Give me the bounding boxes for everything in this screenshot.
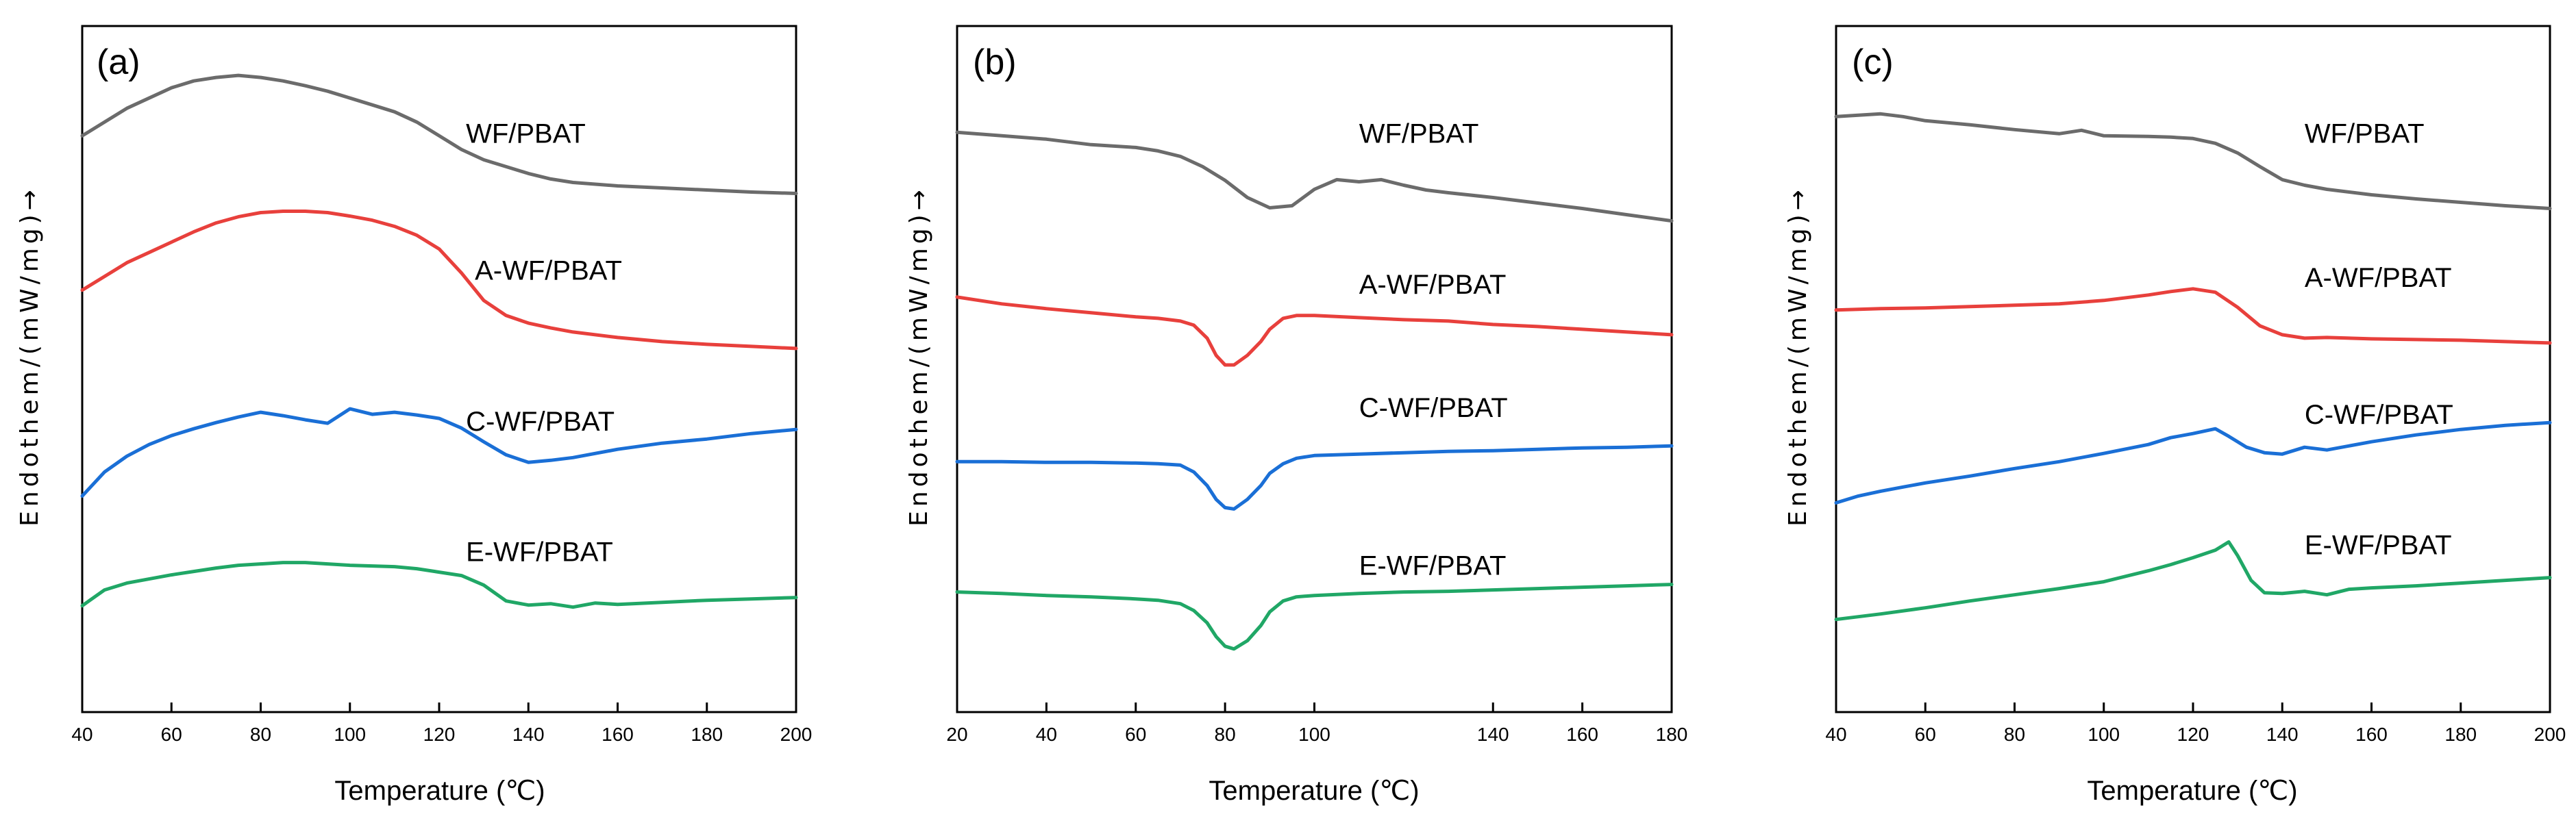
panel-b: (b) Temperature (℃) Endothem/(mW/mg)→ 20… xyxy=(905,25,1688,806)
panel-b-plot-frame xyxy=(956,25,1673,713)
panel-c-x-tick-label: 160 xyxy=(2355,724,2388,745)
panel-b-series-label-3: C-WF/PBAT xyxy=(1359,393,1508,423)
panel-c-x-tick-label: 120 xyxy=(2177,724,2209,745)
panel-c-x-tick-label: 40 xyxy=(1825,724,1846,745)
panel-c-x-tick-label: 80 xyxy=(2004,724,2025,745)
panel-c: (c) Temperature (℃) Endothem/(mW/mg)→ 40… xyxy=(1784,25,2566,806)
panel-c-plot-frame xyxy=(1835,25,2551,713)
panel-a-x-tick-label: 120 xyxy=(423,724,456,745)
panel-b-x-tick-label: 40 xyxy=(1036,724,1057,745)
panel-c-x-tick-label: 140 xyxy=(2266,724,2299,745)
panel-a: (a) Temperature (℃) Endothem/(mW/mg)→ 40… xyxy=(16,25,813,806)
panel-a-x-tick-label: 180 xyxy=(691,724,723,745)
panel-a-series-label-1: WF/PBAT xyxy=(466,118,586,149)
panel-c-x-axis-title: Temperature (℃) xyxy=(2087,776,2297,806)
panel-c-y-axis-title: Endothem/(mW/mg)→ xyxy=(1784,186,1812,527)
panel-a-x-tick-label: 200 xyxy=(780,724,813,745)
panel-b-x-tick-label: 180 xyxy=(1656,724,1688,745)
panel-a-series-line-4 xyxy=(80,561,798,609)
panel-c-label: (c) xyxy=(1852,42,1894,82)
panel-b-series-label-1: WF/PBAT xyxy=(1359,118,1479,149)
panel-c-x-tick-label: 60 xyxy=(1915,724,1936,745)
panel-a-x-tick-label: 160 xyxy=(602,724,634,745)
panel-b-x-tick-label: 140 xyxy=(1477,724,1509,745)
panel-b-x-tick-label: 20 xyxy=(946,724,967,745)
panel-a-series-label-4: E-WF/PBAT xyxy=(466,537,613,568)
panel-b-label: (b) xyxy=(973,42,1017,82)
panel-a-x-tick-label: 140 xyxy=(512,724,545,745)
panel-a-x-tick-label: 40 xyxy=(71,724,92,745)
panel-b-series-label-2: A-WF/PBAT xyxy=(1359,270,1507,300)
panel-a-series-label-3: C-WF/PBAT xyxy=(466,407,615,437)
panel-b-x-tick-label: 100 xyxy=(1298,724,1330,745)
panel-b-x-axis-title: Temperature (℃) xyxy=(1209,776,1419,806)
panel-a-y-axis-title: Endothem/(mW/mg)→ xyxy=(16,186,44,527)
panel-b-series-line-2 xyxy=(955,295,1674,367)
panel-c-series-line-4 xyxy=(1834,540,2552,622)
panel-a-x-axis-title: Temperature (℃) xyxy=(334,776,545,806)
panel-a-label: (a) xyxy=(97,42,140,82)
panel-a-plot-frame xyxy=(81,25,797,713)
panel-b-series-line-3 xyxy=(955,444,1674,511)
panel-a-x-tick-label: 100 xyxy=(334,724,366,745)
panel-c-series-label-4: E-WF/PBAT xyxy=(2305,531,2452,561)
panel-c-series-label-3: C-WF/PBAT xyxy=(2305,400,2453,430)
panel-b-x-tick-label: 160 xyxy=(1566,724,1598,745)
panel-c-series-label-1: WF/PBAT xyxy=(2305,118,2425,149)
panel-c-x-tick-label: 200 xyxy=(2534,724,2566,745)
panel-c-series-line-2 xyxy=(1834,287,2552,345)
panel-a-x-tick-label: 60 xyxy=(161,724,182,745)
panel-c-series-label-2: A-WF/PBAT xyxy=(2305,263,2452,293)
panel-b-y-axis-title: Endothem/(mW/mg)→ xyxy=(905,186,933,527)
panel-b-x-tick-label: 80 xyxy=(1215,724,1236,745)
panel-b-series-line-1 xyxy=(955,130,1674,223)
panel-c-series-line-3 xyxy=(1834,420,2552,505)
panel-c-x-tick-label: 100 xyxy=(2088,724,2120,745)
panel-b-x-tick-label: 60 xyxy=(1125,724,1146,745)
panel-a-series-label-2: A-WF/PBAT xyxy=(475,256,622,286)
panel-b-series-line-4 xyxy=(955,583,1674,651)
panel-a-series-line-1 xyxy=(80,73,798,195)
panel-c-x-tick-label: 180 xyxy=(2444,724,2477,745)
panel-a-x-tick-label: 80 xyxy=(250,724,271,745)
panel-c-series-line-1 xyxy=(1834,112,2552,210)
panel-a-series-line-2 xyxy=(80,210,798,351)
panel-b-series-label-4: E-WF/PBAT xyxy=(1359,551,1507,581)
panel-a-series-line-3 xyxy=(80,407,798,498)
